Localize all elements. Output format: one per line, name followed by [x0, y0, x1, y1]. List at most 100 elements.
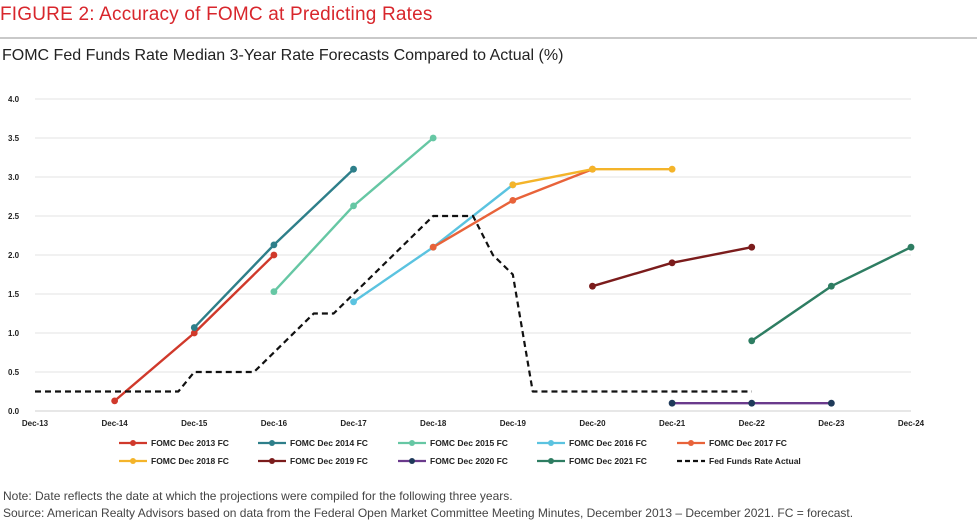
data-point — [509, 181, 517, 189]
x-tick-label: Dec-13 — [22, 419, 49, 428]
x-tick-label: Dec-19 — [500, 419, 527, 428]
series-9 — [35, 214, 752, 393]
y-tick-label: 2.5 — [8, 212, 20, 221]
series-line — [273, 137, 434, 293]
series-line — [35, 214, 752, 393]
x-tick-label: Dec-14 — [102, 419, 129, 428]
x-tick-label: Dec-23 — [818, 419, 845, 428]
legend-label: FOMC Dec 2019 FC — [290, 456, 368, 466]
y-tick-label: 1.5 — [8, 290, 20, 299]
legend-marker — [688, 440, 694, 446]
footnote: Note: Date reflects the date at which th… — [3, 489, 513, 503]
figure-title: FIGURE 2: Accuracy of FOMC at Predicting… — [0, 4, 433, 25]
legend-item: FOMC Dec 2018 FC — [119, 456, 229, 466]
legend-label: FOMC Dec 2018 FC — [151, 456, 229, 466]
y-tick-label: 0.5 — [8, 368, 20, 377]
x-tick-label: Dec-21 — [659, 419, 686, 428]
series-line — [193, 168, 355, 329]
legend-label: Fed Funds Rate Actual — [709, 456, 801, 466]
legend-item: FOMC Dec 2015 FC — [398, 438, 508, 448]
data-point — [270, 288, 278, 296]
legend-item: FOMC Dec 2013 FC — [119, 438, 229, 448]
data-point — [748, 399, 756, 407]
data-point — [668, 259, 676, 267]
x-tick-label: Dec-16 — [261, 419, 288, 428]
legend-marker — [548, 458, 554, 464]
legend-label: FOMC Dec 2017 FC — [709, 438, 787, 448]
data-point — [270, 241, 278, 249]
legend-item: FOMC Dec 2014 FC — [258, 438, 368, 448]
data-point — [111, 397, 119, 405]
series-lines — [35, 134, 915, 407]
data-point — [350, 165, 357, 173]
series-3 — [350, 181, 517, 306]
legend-item: FOMC Dec 2017 FC — [677, 438, 787, 448]
series-0 — [111, 251, 278, 405]
gridlines — [35, 98, 911, 373]
x-tick-label: Dec-20 — [579, 419, 606, 428]
data-point — [827, 282, 835, 290]
data-point — [350, 298, 357, 306]
data-point — [748, 243, 756, 251]
data-point — [668, 165, 676, 173]
legend-label: FOMC Dec 2013 FC — [151, 438, 229, 448]
y-tick-label: 3.0 — [8, 173, 20, 182]
x-tick-label: Dec-22 — [739, 419, 766, 428]
data-point — [748, 337, 756, 345]
data-point — [350, 202, 357, 210]
axes: 0.0 0.5 1.0 1.5 2.0 2.5 3.0 3.5 4.0 Dec-13 Dec-14 D… — [8, 95, 925, 428]
series-line — [592, 246, 752, 288]
series-1 — [190, 165, 357, 331]
y-tick-label: 4.0 — [8, 95, 20, 104]
x-tick-label: Dec-15 — [181, 419, 208, 428]
data-point — [509, 197, 517, 204]
legend-item: FOMC Dec 2019 FC — [258, 456, 368, 466]
y-tick-label: 3.5 — [8, 134, 20, 143]
legend-item: FOMC Dec 2020 FC — [398, 456, 508, 466]
legend-label: FOMC Dec 2016 FC — [569, 438, 647, 448]
y-tick-label: 2.0 — [8, 251, 20, 260]
chart-subtitle: FOMC Fed Funds Rate Median 3-Year Rate F… — [2, 47, 564, 64]
data-point — [907, 243, 915, 251]
legend-label: FOMC Dec 2021 FC — [569, 456, 647, 466]
legend: FOMC Dec 2013 FC FOMC Dec 2014 FC FOMC Dec… — [119, 438, 801, 466]
data-point — [270, 251, 278, 259]
series-5 — [509, 165, 676, 189]
title-divider — [0, 37, 977, 39]
legend-item: FOMC Dec 2016 FC — [537, 438, 647, 448]
x-tick-label: Dec-24 — [898, 419, 925, 428]
data-point — [827, 399, 835, 407]
legend-marker — [269, 458, 275, 464]
legend-item: Fed Funds Rate Actual — [677, 456, 801, 466]
legend-label: FOMC Dec 2015 FC — [430, 438, 508, 448]
data-point — [429, 243, 437, 251]
x-tick-label: Dec-17 — [340, 419, 367, 428]
series-4 — [429, 165, 596, 251]
legend-marker — [130, 440, 136, 446]
legend-item: FOMC Dec 2021 FC — [537, 456, 647, 466]
series-line — [352, 183, 514, 303]
legend-label: FOMC Dec 2020 FC — [430, 456, 508, 466]
data-point — [190, 324, 198, 331]
source-note: Source: American Realty Advisors based o… — [3, 506, 854, 520]
x-tick-label: Dec-18 — [420, 419, 447, 428]
y-tick-label: 1.0 — [8, 329, 20, 338]
series-line — [432, 168, 593, 249]
legend-label: FOMC Dec 2014 FC — [290, 438, 368, 448]
series-6 — [589, 243, 756, 290]
legend-marker — [548, 440, 554, 446]
y-tick-label: 0.0 — [8, 407, 20, 416]
series-7 — [668, 399, 835, 407]
legend-marker — [130, 458, 136, 464]
data-point — [668, 399, 676, 407]
data-point — [589, 282, 596, 290]
legend-marker — [409, 458, 415, 464]
data-point — [589, 165, 596, 173]
data-point — [429, 134, 437, 142]
data-point — [190, 329, 198, 337]
legend-marker — [409, 440, 415, 446]
series-2 — [270, 134, 437, 296]
legend-marker — [269, 440, 275, 446]
series-8 — [748, 243, 915, 345]
